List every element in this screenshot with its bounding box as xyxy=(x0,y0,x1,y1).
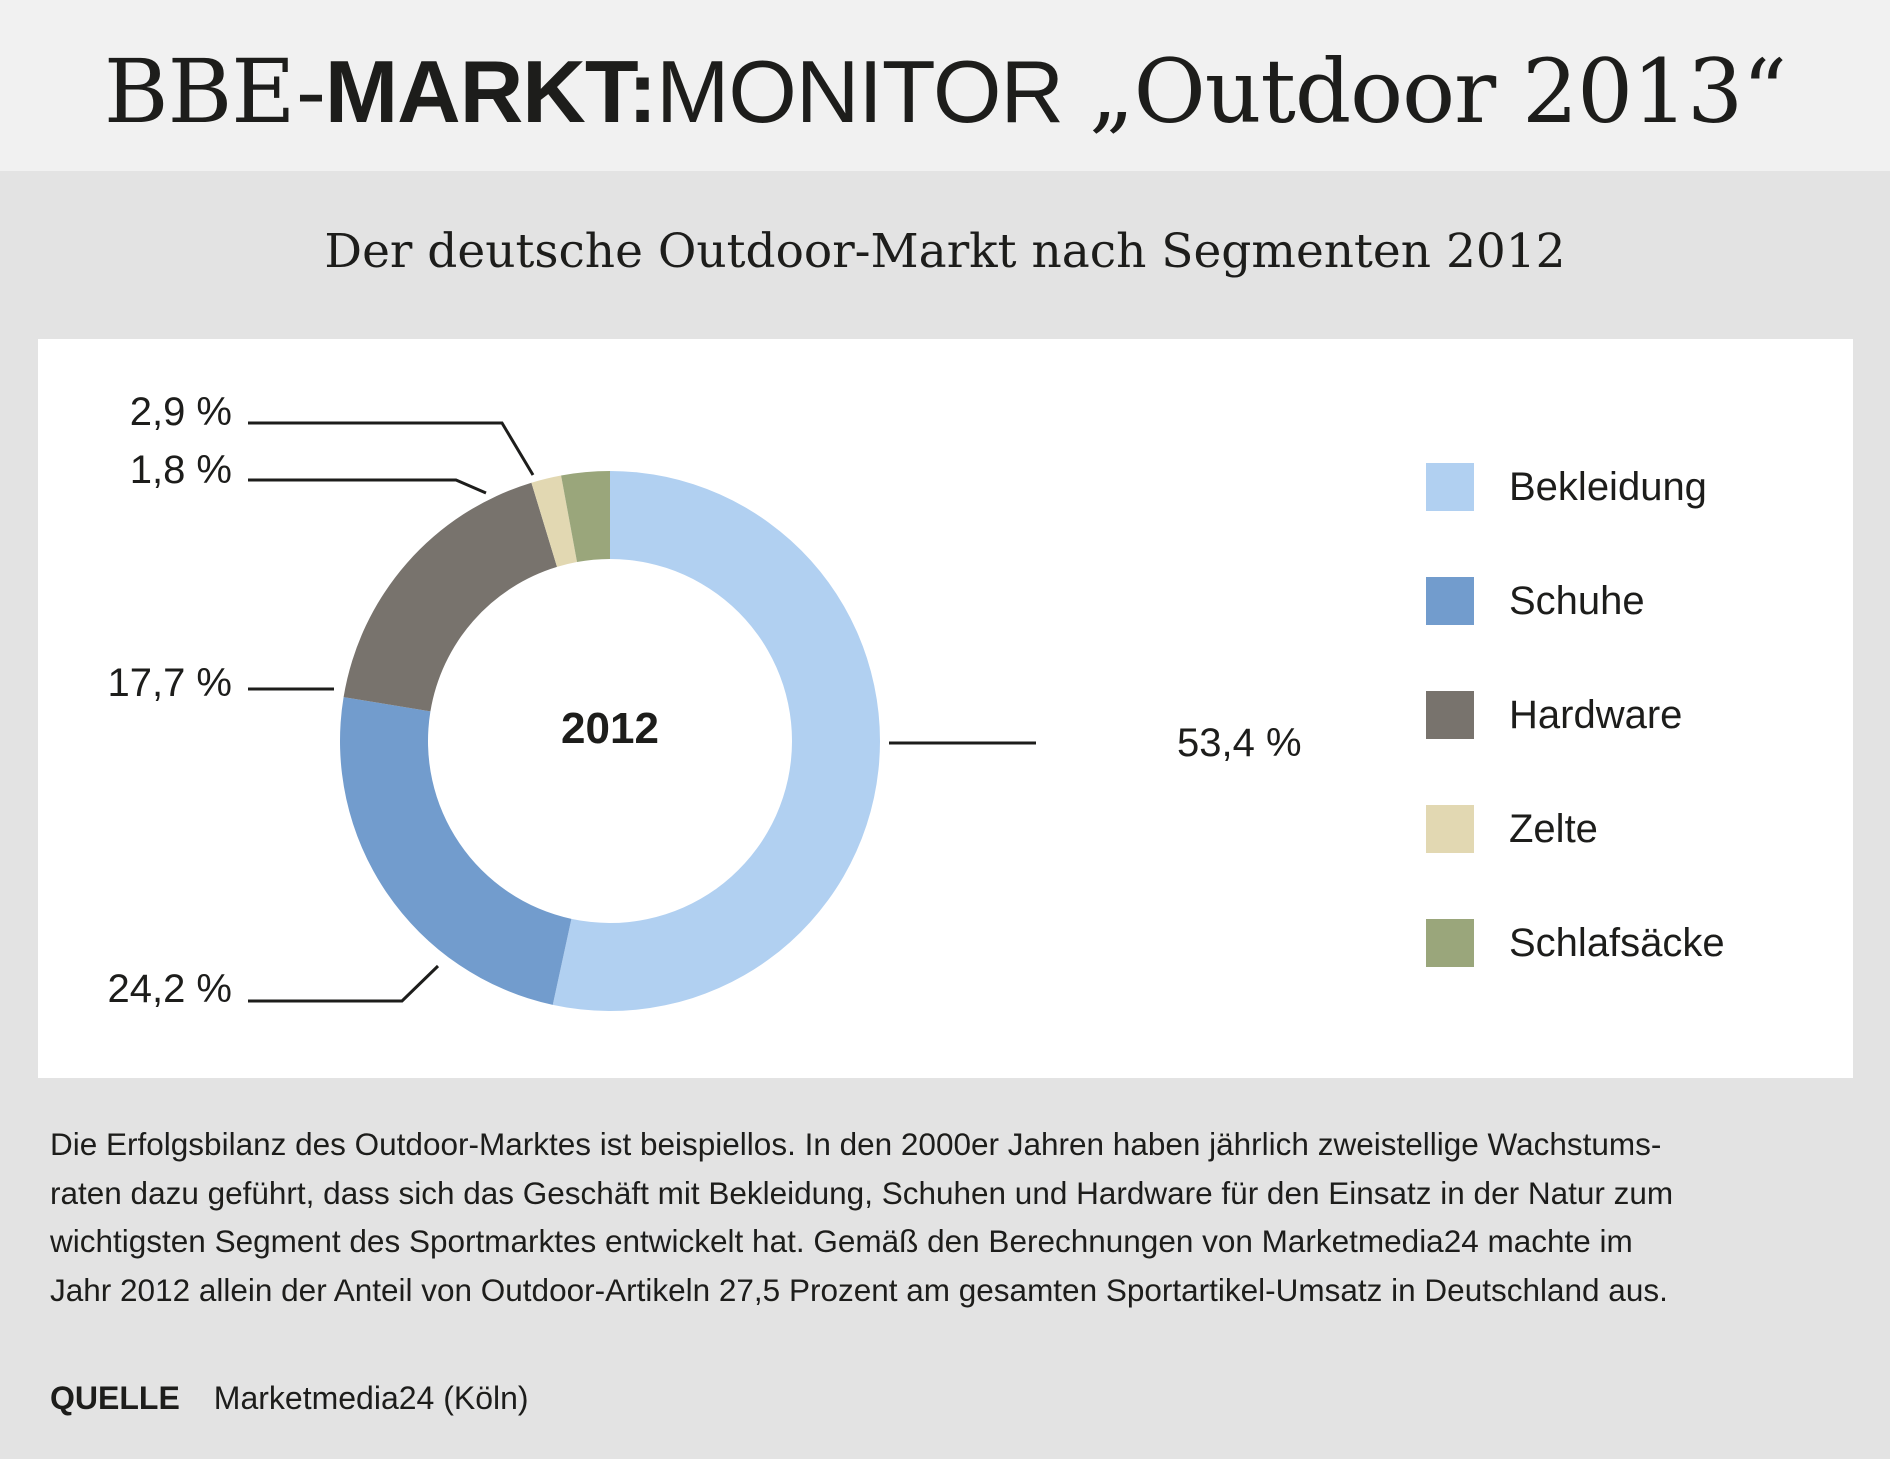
description-line: Jahr 2012 allein der Anteil von Outdoor-… xyxy=(50,1271,1668,1308)
legend-label: Bekleidung xyxy=(1509,465,1707,509)
source-text: Marketmedia24 (Köln) xyxy=(213,1380,529,1416)
chart-panel: 53,4 % 24,2 % 17,7 % 1,8 % 2,9 % 2012 Beklei… xyxy=(38,339,1853,1078)
header-bar: BBE-MARKT:MONITOR „Outdoor 2013“ xyxy=(0,0,1890,171)
brand-title-edition: „Outdoor 2013“ xyxy=(1089,40,1787,143)
description-line: Die Erfolgsbilanz des Outdoor-Marktes is… xyxy=(50,1126,1662,1162)
source-line: QUELLE Marketmedia24 (Köln) xyxy=(50,1374,529,1422)
legend-swatch xyxy=(1426,919,1474,967)
legend-swatch xyxy=(1426,577,1474,625)
legend-label: Hardware xyxy=(1509,693,1683,737)
leader-line xyxy=(248,964,440,1003)
chart-title: Der deutsche Outdoor-Markt nach Segmente… xyxy=(324,224,1566,279)
legend-label: Schlafsäcke xyxy=(1509,921,1725,965)
legend-label: Zelte xyxy=(1509,807,1598,851)
value-label-schlafs-cke: 2,9 % xyxy=(130,390,232,434)
donut-chart: 53,4 % 24,2 % 17,7 % 1,8 % 2,9 % 2012 xyxy=(107,390,1302,1011)
value-label-hardware: 17,7 % xyxy=(107,661,232,705)
leader-line xyxy=(248,421,535,476)
legend-swatch xyxy=(1426,691,1474,739)
donut-slice-bekleidung xyxy=(552,471,881,1011)
value-label-bekleidung: 53,4 % xyxy=(1177,721,1302,765)
brand-title-prefix: BBE- xyxy=(103,40,326,143)
leader-line xyxy=(248,478,487,495)
brand-title-markt: MARKT: xyxy=(324,42,657,141)
value-label-zelte: 1,8 % xyxy=(130,448,232,492)
brand-title-monitor: MONITOR xyxy=(656,42,1064,141)
donut-slice-hardware xyxy=(343,482,558,712)
description-line: wichtigsten Segment des Sportmarktes ent… xyxy=(50,1223,1633,1259)
value-label-schuhe: 24,2 % xyxy=(107,967,232,1011)
donut-slice-schuhe xyxy=(339,697,572,1005)
legend-swatch xyxy=(1426,463,1474,511)
brand-title: BBE-MARKT:MONITOR „Outdoor 2013“ xyxy=(0,38,1890,146)
donut-slice-schlafs-cke xyxy=(561,471,610,563)
description-line: raten dazu geführt, dass sich das Geschä… xyxy=(50,1174,1674,1211)
source-label: QUELLE xyxy=(50,1380,180,1416)
legend-label: Schuhe xyxy=(1509,579,1645,623)
description-text: Die Erfolgsbilanz des Outdoor-Marktes is… xyxy=(50,1120,1850,1314)
legend-swatch xyxy=(1426,805,1474,853)
donut-center-label: 2012 xyxy=(561,704,659,753)
donut-slice-zelte xyxy=(531,475,578,567)
